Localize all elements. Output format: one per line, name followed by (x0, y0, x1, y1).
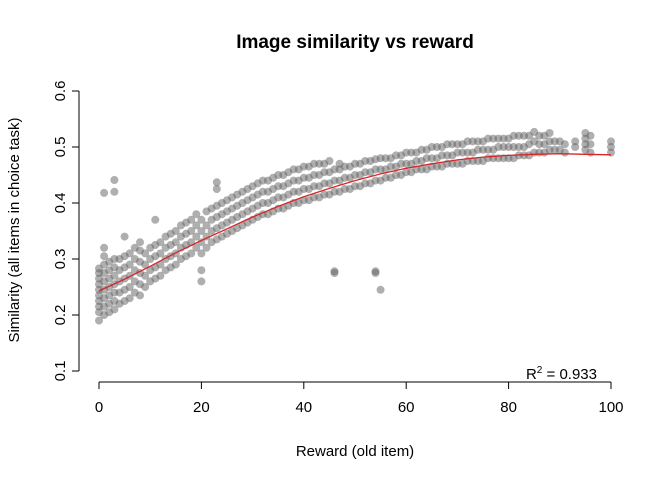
data-point (571, 143, 580, 151)
data-point (202, 221, 211, 230)
y-axis: 0.1 0.2 0.3 0.4 0.5 0.6 (52, 81, 80, 382)
data-point (110, 187, 119, 196)
data-point (197, 266, 206, 275)
data-point (202, 243, 211, 252)
x-tick-label: 100 (598, 399, 623, 416)
data-point (330, 267, 339, 276)
data-point (120, 232, 129, 241)
data-point (141, 271, 150, 280)
data-point (100, 188, 109, 197)
data-point (212, 185, 221, 193)
data-point (171, 227, 180, 235)
r-squared-annotation: R2 = 0.933 (526, 365, 597, 383)
y-tick-label: 0.6 (52, 81, 69, 102)
data-point (110, 305, 119, 314)
x-tick-label: 0 (95, 399, 103, 416)
data-points (95, 127, 615, 325)
data-point (110, 176, 119, 184)
data-point (151, 215, 160, 224)
data-point (141, 260, 150, 269)
chart-title: Image similarity vs reward (236, 32, 474, 53)
data-point (586, 140, 595, 149)
data-point (192, 210, 201, 219)
data-point (325, 157, 334, 165)
data-point (187, 249, 196, 258)
data-point (100, 243, 109, 252)
data-point (125, 260, 134, 269)
y-tick-label: 0.1 (52, 361, 69, 382)
data-point (171, 260, 180, 269)
x-tick-label: 20 (193, 399, 210, 416)
data-point (212, 178, 221, 187)
x-tick-label: 80 (500, 399, 517, 416)
x-tick-label: 60 (398, 399, 415, 416)
data-point (192, 221, 201, 230)
data-point (156, 271, 165, 280)
data-point (192, 232, 201, 241)
data-point (136, 291, 144, 300)
data-point (136, 238, 144, 247)
r-squared-value: = 0.933 (542, 366, 597, 383)
x-axis: 0 20 40 60 80 100 (95, 381, 624, 416)
r-squared-superscript: 2 (537, 365, 543, 376)
r-squared-prefix: R (526, 366, 537, 383)
data-point (156, 238, 165, 247)
data-point (171, 238, 180, 247)
data-point (586, 148, 595, 157)
data-point (187, 227, 196, 235)
y-tick-label: 0.3 (52, 249, 69, 270)
data-point (156, 249, 165, 258)
x-axis-label: Reward (old item) (296, 443, 414, 460)
y-tick-label: 0.5 (52, 137, 69, 158)
data-point (376, 285, 385, 294)
data-point (192, 243, 201, 252)
data-point (545, 129, 554, 137)
data-point (125, 294, 134, 303)
y-tick-label: 0.4 (52, 193, 69, 214)
y-axis-label: Similarity (all items in choice task) (6, 117, 23, 342)
data-point (197, 277, 206, 286)
x-tick-label: 40 (295, 399, 312, 416)
fit-curve (98, 153, 612, 292)
data-point (607, 137, 615, 146)
data-point (607, 143, 615, 151)
data-point (197, 215, 206, 224)
data-point (141, 283, 150, 291)
data-point (371, 267, 380, 276)
data-point (197, 249, 206, 258)
data-point (110, 271, 119, 280)
data-point (560, 148, 569, 157)
data-point (125, 249, 134, 258)
data-point (141, 249, 150, 258)
data-point (560, 140, 569, 149)
data-point (187, 215, 196, 224)
data-point (197, 227, 206, 235)
data-point (125, 283, 134, 291)
data-point (586, 131, 595, 140)
y-tick-label: 0.2 (52, 305, 69, 326)
data-point (571, 137, 580, 146)
data-point (95, 316, 103, 325)
data-point (100, 252, 109, 261)
